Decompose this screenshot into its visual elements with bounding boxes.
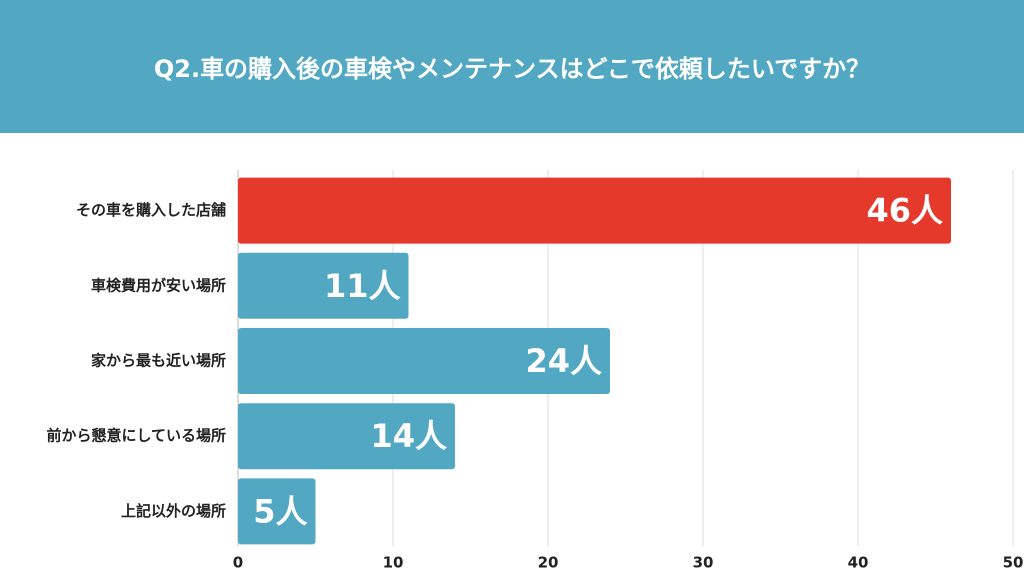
x-tick-label: 30	[693, 554, 714, 572]
x-tick-label: 10	[383, 554, 404, 572]
y-tick-label: 家から最も近い場所	[91, 352, 226, 370]
value-label: 14人	[370, 417, 447, 455]
value-label: 24人	[525, 342, 602, 380]
y-tick-label: 前から懇意にしている場所	[46, 427, 226, 445]
x-tick-label: 0	[233, 554, 243, 572]
header-band	[0, 0, 1024, 133]
bar	[238, 328, 610, 394]
bar	[238, 403, 455, 470]
value-label: 11人	[324, 267, 401, 305]
chart-title: Q2.車の購入後の車検やメンテナンスはどこで依頼したいですか？	[154, 55, 870, 83]
x-tick-label: 40	[848, 554, 869, 572]
value-label: 5人	[253, 492, 307, 530]
y-tick-label: 車検費用が安い場所	[91, 276, 226, 294]
bar	[238, 252, 409, 319]
y-tick-label: その車を購入した店舗	[76, 201, 226, 219]
bar	[238, 177, 951, 244]
y-tick-label: 上記以外の場所	[121, 502, 226, 520]
bar	[238, 478, 316, 545]
x-tick-label: 50	[1003, 554, 1024, 572]
value-label: 46人	[866, 192, 943, 230]
x-tick-label: 20	[538, 554, 559, 572]
